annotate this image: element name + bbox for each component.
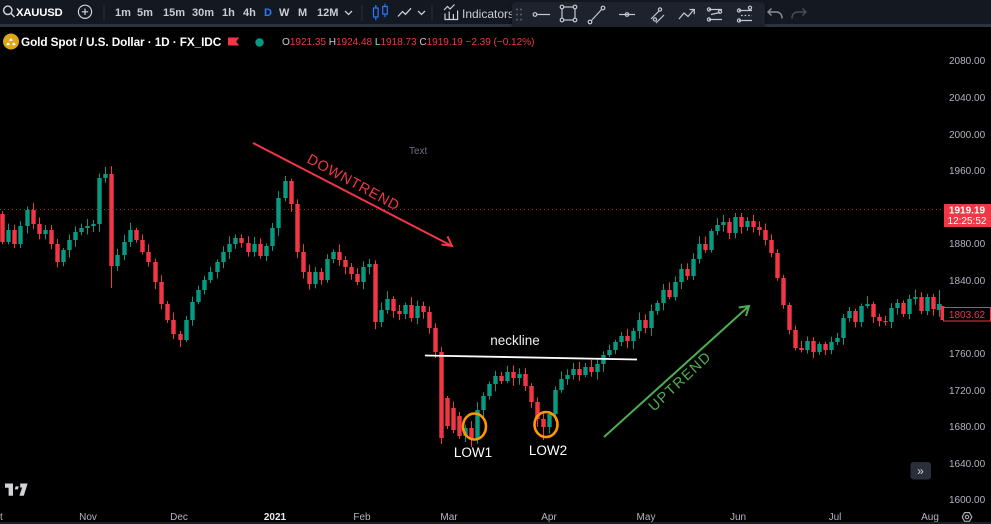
svg-text:1919.19: 1919.19 xyxy=(949,206,986,217)
svg-text:Jul: Jul xyxy=(829,512,842,523)
svg-text:1960.00: 1960.00 xyxy=(949,166,986,177)
svg-text:1720.00: 1720.00 xyxy=(949,386,986,397)
svg-text:1803.62: 1803.62 xyxy=(949,310,986,321)
svg-text:1600.00: 1600.00 xyxy=(949,495,986,506)
svg-text:LOW2: LOW2 xyxy=(529,443,567,458)
svg-text:2040.00: 2040.00 xyxy=(949,93,986,104)
svg-text:May: May xyxy=(637,512,656,523)
svg-text:1760.00: 1760.00 xyxy=(949,349,986,360)
svg-text:Dec: Dec xyxy=(170,512,188,523)
svg-text:1840.00: 1840.00 xyxy=(949,276,986,287)
svg-text:LOW1: LOW1 xyxy=(454,445,492,460)
svg-text:t: t xyxy=(0,512,3,523)
svg-text:Apr: Apr xyxy=(541,512,557,523)
svg-text:»: » xyxy=(917,464,924,478)
svg-text:2021: 2021 xyxy=(264,512,287,523)
svg-text:12:25:52: 12:25:52 xyxy=(948,216,987,227)
svg-text:1640.00: 1640.00 xyxy=(949,459,986,470)
svg-text:Feb: Feb xyxy=(353,512,371,523)
svg-text:2080.00: 2080.00 xyxy=(949,56,986,67)
svg-text:2000.00: 2000.00 xyxy=(949,130,986,141)
svg-text:1680.00: 1680.00 xyxy=(949,422,986,433)
svg-text:Nov: Nov xyxy=(79,512,97,523)
svg-text:Jun: Jun xyxy=(730,512,746,523)
svg-text:Text: Text xyxy=(409,146,428,157)
svg-text:Aug: Aug xyxy=(921,512,939,523)
svg-text:Mar: Mar xyxy=(440,512,458,523)
svg-text:neckline: neckline xyxy=(490,333,540,348)
svg-text:1880.00: 1880.00 xyxy=(949,239,986,250)
